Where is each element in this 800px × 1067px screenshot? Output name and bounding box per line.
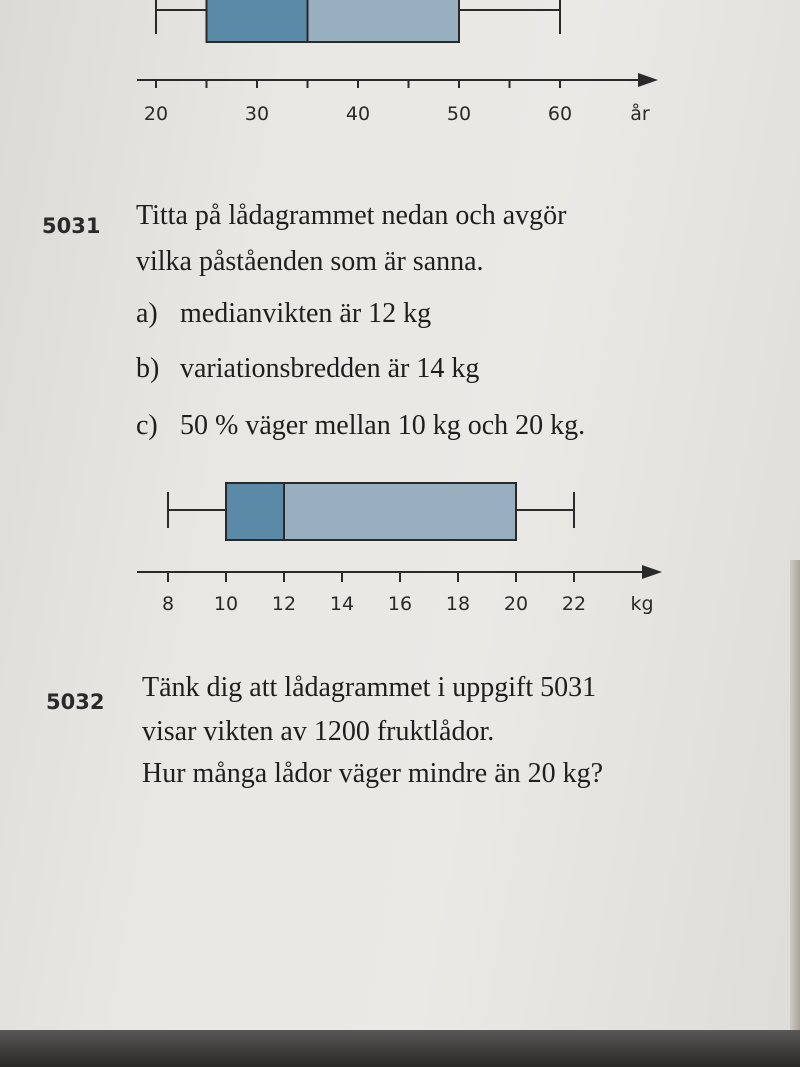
problem-number: 5032 xyxy=(46,690,105,714)
option-c: c) 50 % väger mellan 10 kg och 20 kg. xyxy=(136,410,585,442)
box-lower xyxy=(205,0,309,43)
table-surface xyxy=(0,1030,800,1067)
tick-label: 10 xyxy=(214,593,238,615)
box-upper xyxy=(283,482,517,541)
tick-label: 18 xyxy=(446,593,470,615)
tick-label: 50 xyxy=(447,103,471,125)
option-label: b) xyxy=(136,353,160,384)
tick-label: 20 xyxy=(144,103,168,125)
option-b: b) variationsbredden är 14 kg xyxy=(136,353,479,385)
page-edge xyxy=(790,560,800,1030)
tick-label: 40 xyxy=(346,103,370,125)
boxplot-weight: 8 10 12 14 16 18 20 22 kg xyxy=(137,482,662,615)
tick-label: 8 xyxy=(162,593,174,615)
box-upper xyxy=(306,0,460,43)
option-text: 50 % väger mellan 10 kg och 20 kg. xyxy=(180,410,586,441)
problem-text: Hur många lådor väger mindre än 20 kg? xyxy=(142,758,604,789)
option-text: variationsbredden är 14 kg xyxy=(180,353,480,384)
tick-label: 30 xyxy=(245,103,269,125)
axis-arrow xyxy=(642,565,662,579)
option-a: a) medianvikten är 12 kg xyxy=(136,298,431,330)
boxplot-age: 20 30 40 50 60 år xyxy=(137,0,658,125)
option-label: c) xyxy=(136,410,158,441)
problem-text: Titta på lådagrammet nedan och avgör xyxy=(136,200,567,231)
axis-unit: år xyxy=(630,102,650,125)
box-lower xyxy=(225,482,285,541)
tick-label: 12 xyxy=(272,593,296,615)
problem-number: 5031 xyxy=(42,214,101,238)
axis-unit: kg xyxy=(630,593,653,615)
option-text: medianvikten är 12 kg xyxy=(180,298,432,329)
tick-label: 20 xyxy=(504,593,528,615)
tick-label: 14 xyxy=(330,593,354,615)
tick-label: 16 xyxy=(388,593,412,615)
tick-label: 22 xyxy=(562,593,586,615)
problem-text: Tänk dig att lådagrammet i uppgift 5031 xyxy=(142,672,597,703)
problem-text: vilka påståenden som är sanna. xyxy=(136,246,484,277)
tick-label: 60 xyxy=(548,103,572,125)
axis-arrow xyxy=(638,73,658,87)
problem-text: visar vikten av 1200 fruktlådor. xyxy=(142,716,495,747)
option-label: a) xyxy=(136,298,158,329)
